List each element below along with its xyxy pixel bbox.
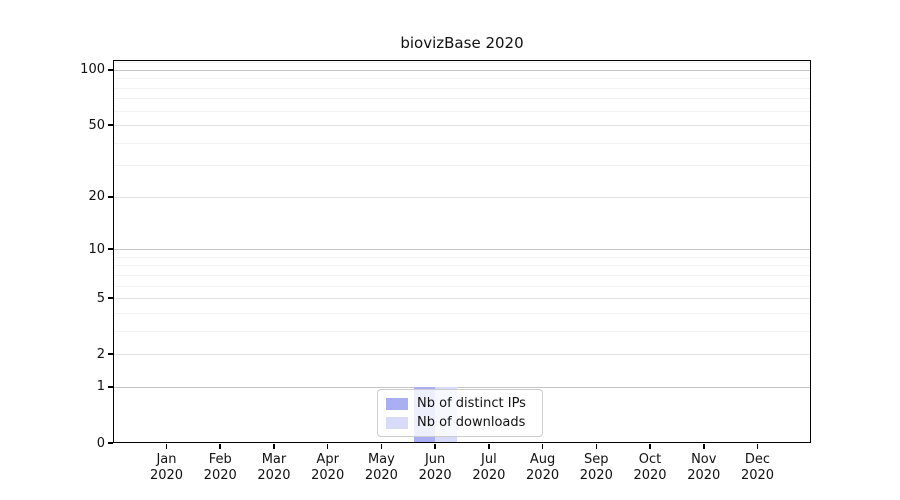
x-tick-label-year: 2020	[740, 468, 775, 483]
y-gridline-minor	[113, 165, 811, 167]
x-tick-label: Sep 2020	[569, 452, 623, 484]
x-tick-label-year: 2020	[203, 468, 237, 483]
x-tick	[219, 444, 221, 449]
y-gridline-minor	[113, 265, 811, 267]
x-tick-label: Aug 2020	[516, 452, 570, 484]
x-tick-label-year: 2020	[472, 468, 506, 483]
x-tick-label: Jul 2020	[462, 452, 516, 484]
x-tick-label-year: 2020	[579, 468, 613, 483]
y-gridline-minor	[113, 285, 811, 287]
x-tick	[165, 444, 168, 449]
y-gridline-minor	[113, 78, 811, 80]
y-tick-label: 20	[88, 189, 105, 205]
x-tick-label-year: 2020	[418, 468, 452, 483]
legend-swatch-distinct-ips	[386, 397, 408, 410]
x-tick	[380, 444, 383, 449]
y-gridline-major	[113, 386, 811, 388]
y-tick	[108, 248, 113, 250]
y-gridline-minor	[113, 312, 811, 314]
y-tick	[108, 124, 113, 126]
x-tick-label: Jun 2020	[408, 452, 462, 484]
y-tick-label: 1	[96, 379, 105, 395]
x-tick-label: Dec 2020	[731, 452, 785, 484]
x-tick	[326, 444, 329, 449]
y-gridline-minor	[113, 110, 811, 112]
x-tick-label: Nov 2020	[677, 452, 731, 484]
x-tick-label: May 2020	[354, 452, 408, 484]
y-gridline-minor	[113, 87, 811, 89]
x-tick-label-year: 2020	[257, 468, 291, 483]
y-tick	[108, 386, 113, 388]
x-tick-label-year: 2020	[687, 468, 721, 483]
y-gridline-mid	[113, 125, 811, 127]
y-gridline-minor	[113, 256, 811, 258]
x-tick-label: Apr 2020	[301, 452, 355, 484]
y-gridline-minor	[113, 274, 811, 276]
x-tick-label-year: 2020	[526, 468, 560, 483]
legend-item-downloads: Nb of downloads	[386, 415, 534, 430]
x-tick	[434, 444, 436, 449]
y-gridline-major	[113, 249, 811, 251]
y-tick-label: 0	[96, 435, 105, 451]
y-tick	[108, 297, 113, 299]
plot-frame	[113, 60, 811, 443]
y-tick-label: 5	[96, 290, 105, 306]
x-tick	[649, 444, 651, 449]
y-gridline-minor	[113, 142, 811, 144]
y-gridline-mid	[113, 298, 811, 300]
x-tick	[541, 444, 544, 449]
x-tick	[756, 444, 759, 449]
x-tick	[273, 444, 275, 449]
y-tick-label: 2	[96, 346, 105, 362]
x-tick-label: Mar 2020	[247, 452, 301, 484]
legend-item-distinct-ips: Nb of distinct IPs	[386, 396, 534, 411]
x-tick-label-year: 2020	[633, 468, 667, 483]
y-gridline-minor	[113, 98, 811, 100]
y-gridline-mid	[113, 354, 811, 356]
y-tick	[108, 196, 113, 198]
x-tick-label: Jan 2020	[140, 452, 194, 484]
x-tick-label-year: 2020	[311, 468, 345, 483]
legend-label-downloads: Nb of downloads	[417, 415, 526, 430]
y-gridline-mid	[113, 196, 811, 198]
x-tick-label: Oct 2020	[623, 452, 677, 484]
y-gridline-major	[113, 69, 811, 71]
x-tick	[703, 444, 705, 449]
y-gridline-minor	[113, 330, 811, 332]
y-tick-label: 50	[88, 117, 105, 133]
x-tick-label-year: 2020	[364, 468, 398, 483]
x-tick-label-year: 2020	[149, 468, 184, 483]
legend: Nb of distinct IPs Nb of downloads	[377, 389, 543, 437]
legend-label-distinct-ips: Nb of distinct IPs	[417, 396, 526, 411]
chart-title: biovizBase 2020	[400, 34, 524, 52]
y-tick	[108, 353, 113, 355]
x-tick-label: Feb 2020	[193, 452, 247, 484]
y-tick-label: 10	[88, 241, 105, 257]
x-tick	[488, 444, 490, 449]
legend-swatch-downloads	[386, 416, 408, 429]
y-tick	[108, 442, 113, 444]
y-tick	[108, 69, 113, 71]
y-gridline-minor	[113, 62, 811, 64]
x-tick	[595, 444, 598, 449]
y-tick-label: 100	[80, 62, 105, 78]
